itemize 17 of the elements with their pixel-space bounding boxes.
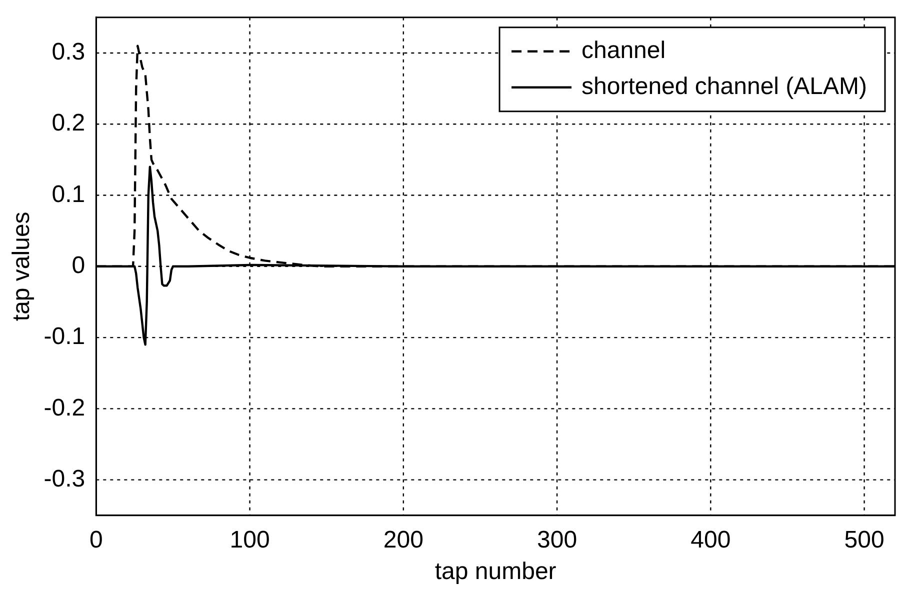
y-tick-label: 0 — [72, 252, 86, 280]
y-tick-label: 0.3 — [52, 38, 86, 66]
x-tick-label: 100 — [230, 526, 270, 554]
y-tick-label: -0.2 — [44, 394, 86, 422]
y-tick-label: -0.1 — [44, 323, 86, 350]
x-tick-label: 400 — [690, 526, 731, 554]
legend-label: channel — [582, 37, 666, 64]
x-tick-label: 200 — [383, 526, 424, 554]
x-tick-label: 300 — [537, 526, 578, 554]
y-tick-label: 0.2 — [52, 110, 86, 137]
x-tick-label: 0 — [89, 526, 103, 554]
y-tick-label: -0.3 — [44, 465, 86, 492]
legend-label: shortened channel (ALAM) — [582, 73, 868, 100]
y-tick-label: 0.1 — [52, 180, 86, 208]
y-axis-title: tap values — [8, 212, 36, 322]
x-tick-label: 500 — [844, 526, 884, 554]
x-axis-title: tap number — [434, 558, 556, 586]
